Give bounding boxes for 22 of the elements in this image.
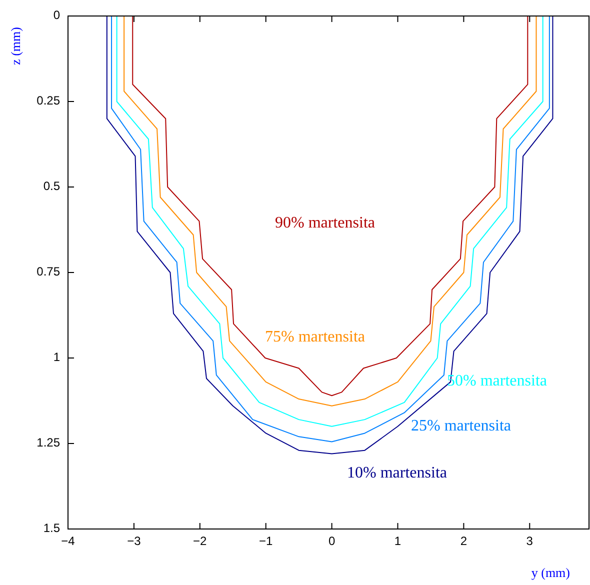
series-label: 25% martensita — [411, 418, 511, 435]
y-tick-label: 0.5 — [43, 179, 60, 194]
x-tick-label: −3 — [127, 534, 142, 548]
y-tick-label: 0.75 — [36, 264, 60, 279]
x-tick-label: −4 — [61, 534, 76, 548]
y-tick-label: 1.25 — [36, 436, 60, 450]
series-label: 75% martensita — [265, 328, 365, 346]
y-axis-title: z (mm) — [8, 27, 23, 65]
x-tick-label: −1 — [259, 534, 274, 548]
y-tick-label: 0 — [53, 8, 60, 22]
x-axis-title: y (mm) — [531, 565, 570, 580]
series-label: 10% martensita — [347, 464, 447, 482]
x-tick-label: 3 — [526, 534, 534, 548]
text: 90% martensita — [275, 214, 375, 232]
y-tick-label: 1.5 — [43, 521, 60, 536]
series-label: 50% martensita — [447, 372, 547, 390]
y-tick-label: 1 — [53, 350, 60, 364]
x-tick-label: 0 — [328, 534, 336, 548]
y-tick-label: 0.25 — [36, 94, 60, 108]
x-tick-label: 1 — [394, 534, 402, 548]
x-tick-label: 2 — [460, 534, 468, 548]
x-tick-label: −2 — [193, 534, 208, 548]
